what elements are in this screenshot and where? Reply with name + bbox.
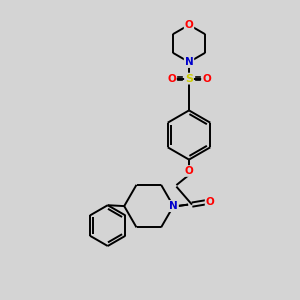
Text: S: S xyxy=(185,74,193,84)
Text: N: N xyxy=(169,201,178,211)
Text: O: O xyxy=(206,196,214,207)
Text: N: N xyxy=(184,57,194,67)
Text: O: O xyxy=(184,166,194,176)
Text: O: O xyxy=(184,20,194,30)
Text: O: O xyxy=(202,74,211,84)
Text: O: O xyxy=(167,74,176,84)
Text: N: N xyxy=(169,201,178,211)
